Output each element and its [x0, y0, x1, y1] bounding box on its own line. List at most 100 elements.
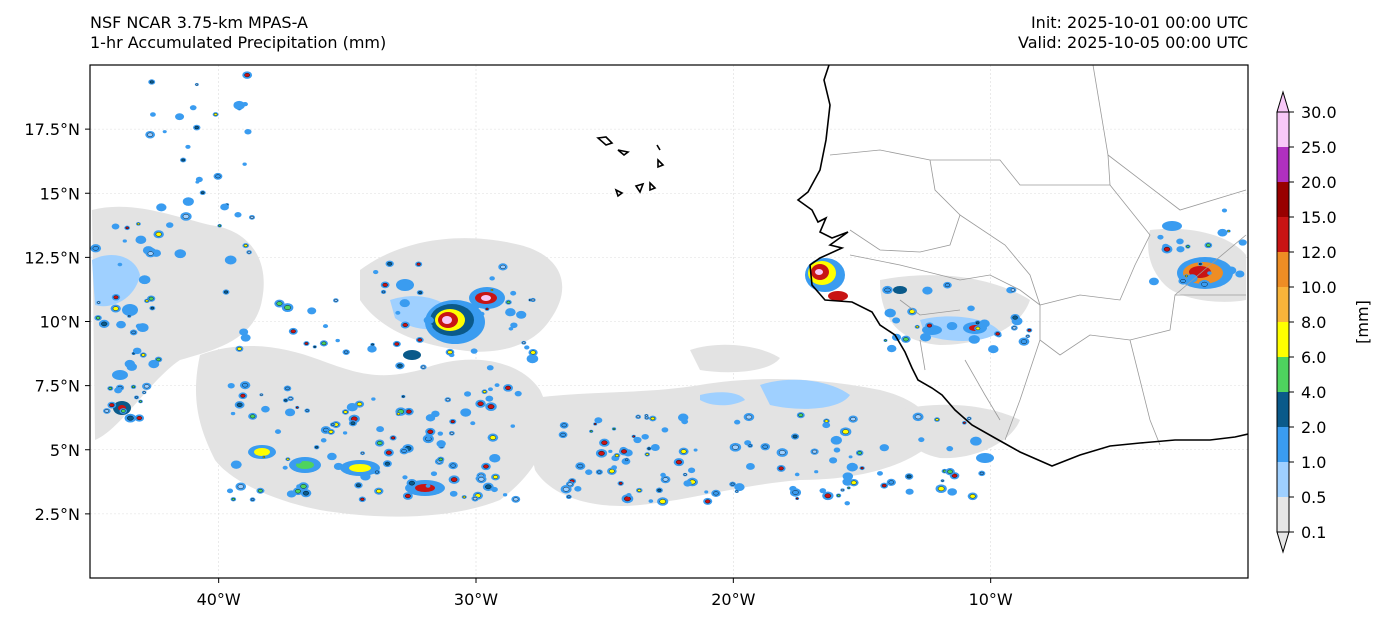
shower-cell [399, 299, 410, 308]
shower-core [489, 435, 496, 440]
shower-cell [704, 490, 709, 494]
shower-core [417, 338, 423, 342]
shower-core [530, 350, 536, 355]
shower-core [683, 473, 687, 476]
shower-core [131, 330, 136, 335]
colorbar-segment [1277, 427, 1289, 462]
shower-core [371, 343, 374, 346]
colorbar-segment [1277, 112, 1289, 147]
shower-core [927, 323, 932, 328]
shower-cell [342, 431, 348, 435]
shower-cell [502, 493, 508, 497]
shower-cell [182, 197, 194, 206]
shower-cell [510, 424, 516, 428]
colorbar-segment [1277, 147, 1289, 182]
shower-core [147, 132, 153, 137]
shower-cell [116, 320, 126, 329]
shower-core [632, 435, 636, 438]
shower-cell [918, 437, 925, 443]
shower-core [472, 497, 478, 501]
shower-core [487, 404, 495, 410]
shower-core [1027, 328, 1032, 332]
lon-tick-label: 20°W [711, 590, 755, 609]
shower-core [483, 464, 489, 469]
shower-cell [1221, 208, 1228, 213]
shower-core [860, 466, 864, 470]
shower-cell [327, 452, 337, 461]
shower-cell [460, 408, 472, 417]
coastline [596, 65, 1248, 467]
shower-core [748, 444, 752, 447]
shower-core [92, 246, 99, 251]
shower-core [513, 497, 519, 502]
shower-core [593, 422, 597, 425]
shower-core [937, 486, 945, 492]
shower-cell [320, 438, 327, 443]
shower-core [614, 454, 619, 458]
shower-core [1012, 315, 1018, 320]
shower-core [597, 470, 602, 474]
shower-cell [162, 130, 167, 134]
shower-cell [224, 255, 237, 265]
shower-core [244, 72, 251, 78]
shower-cell [968, 335, 980, 344]
shower-core [680, 449, 687, 454]
shower-cell [505, 308, 516, 317]
shower-core [121, 409, 126, 413]
shower-cell [524, 345, 530, 350]
shower-core [224, 290, 229, 294]
shower-cell [435, 333, 444, 341]
shower-core [321, 341, 327, 346]
shower-core [194, 125, 199, 130]
shower-cell [227, 382, 235, 389]
shower-cell [135, 235, 147, 245]
shower-cell [846, 462, 858, 472]
shower-core [625, 458, 629, 462]
shower-cell [486, 365, 494, 371]
shower-core [384, 461, 391, 466]
shower-core [1186, 245, 1190, 248]
shower-cell [1207, 271, 1212, 275]
shower-core [260, 393, 263, 396]
shower-core [144, 384, 150, 389]
shower-core [944, 283, 950, 288]
shower-cell [464, 391, 472, 397]
shower-core [284, 399, 288, 402]
shower-core [836, 494, 841, 497]
shower-core [150, 306, 155, 310]
shower-core [778, 466, 784, 471]
shower-core [730, 482, 735, 486]
shower-cell [683, 480, 692, 487]
shower-core [113, 295, 119, 300]
shower-core [975, 326, 981, 331]
colorbar-segment [1277, 392, 1289, 427]
shower-core [914, 414, 922, 420]
shower-core [975, 321, 980, 325]
shower-cell [376, 426, 385, 433]
lat-tick-label: 15°N [40, 184, 80, 203]
shower-core [402, 323, 408, 327]
colorbar-tick-label: 0.5 [1301, 488, 1326, 507]
lon-tick-label: 30°W [454, 590, 498, 609]
shower-core [577, 463, 584, 469]
shower-cell [335, 338, 340, 343]
shower-cell [876, 471, 883, 476]
shower-cell [489, 276, 495, 281]
colorbar-segment [1277, 287, 1289, 322]
shower-core [213, 113, 218, 116]
shower-core [401, 395, 405, 398]
shower-core [884, 339, 887, 342]
shower-cell [478, 311, 485, 317]
shower-core [112, 306, 119, 311]
shower-cell [307, 307, 317, 315]
colorbar: 0.1 0.5 1.0 2.0 4.0 6.0 8.0 10.0 12.0 15.0 20.0 25.… [1276, 90, 1337, 554]
shower-core [295, 489, 301, 494]
shower-core [947, 469, 953, 474]
shower-core [382, 283, 388, 287]
shower-core [657, 488, 662, 492]
shower-core [286, 458, 290, 461]
shower-cell [946, 446, 954, 452]
shower-cell [494, 383, 500, 388]
shower-core [567, 482, 573, 487]
